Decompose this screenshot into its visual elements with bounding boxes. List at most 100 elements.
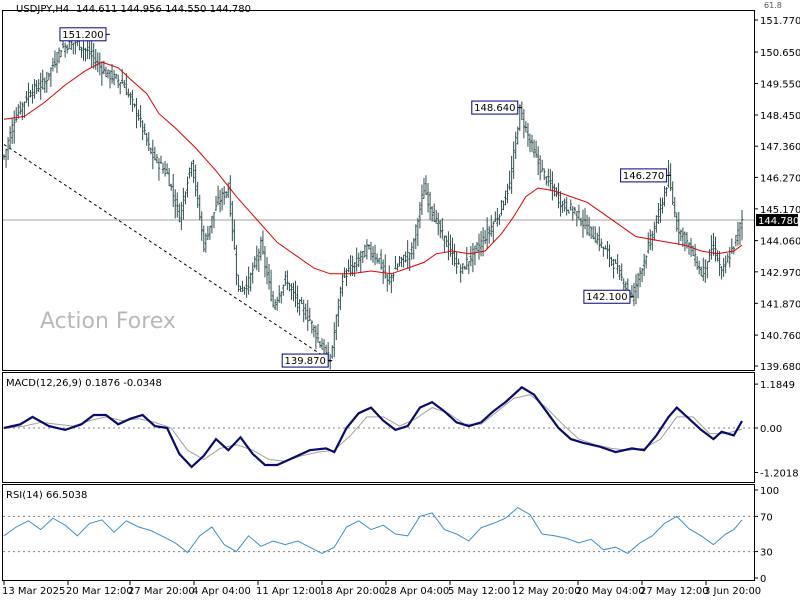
candle xyxy=(196,181,199,208)
candle xyxy=(90,41,93,68)
candle xyxy=(180,201,183,231)
candle xyxy=(583,208,587,230)
candle xyxy=(620,263,623,282)
candle xyxy=(284,270,287,286)
candle xyxy=(6,137,10,161)
candle xyxy=(659,197,662,223)
candle xyxy=(726,253,729,263)
candle xyxy=(600,238,603,249)
candle xyxy=(225,191,228,199)
rsi-layer xyxy=(3,506,754,554)
candle xyxy=(602,246,605,257)
candle xyxy=(261,230,265,255)
candle xyxy=(428,191,432,220)
candle xyxy=(536,146,540,176)
candle xyxy=(502,200,505,211)
candle xyxy=(172,173,175,208)
candle xyxy=(353,261,356,277)
candle xyxy=(681,227,685,247)
chart-title: USDJPY,H4 xyxy=(16,4,69,15)
candle xyxy=(114,73,118,80)
candle xyxy=(104,66,108,78)
candle xyxy=(716,250,719,262)
rsi-axis-label: 100 xyxy=(760,486,779,497)
candle xyxy=(308,307,312,322)
candle xyxy=(412,237,415,260)
candle xyxy=(237,274,240,292)
candle xyxy=(247,266,250,295)
candle xyxy=(638,267,642,288)
candle xyxy=(178,203,181,223)
time-axis-label: 27 Mar 20:00 xyxy=(128,586,195,597)
candle xyxy=(734,235,738,247)
candle xyxy=(212,211,216,229)
candle xyxy=(176,192,179,218)
candle xyxy=(455,251,458,274)
candle xyxy=(82,41,85,61)
candle xyxy=(610,256,613,267)
candle xyxy=(108,70,112,89)
candle xyxy=(563,198,566,212)
candle xyxy=(337,298,340,327)
price-annotation: 148.640 xyxy=(471,100,522,115)
current-price-label: 144.780 xyxy=(758,216,799,227)
candle xyxy=(35,80,38,95)
candle xyxy=(129,92,132,106)
candle xyxy=(426,183,430,213)
candle xyxy=(653,221,656,241)
candle xyxy=(333,322,336,358)
candle xyxy=(27,82,30,107)
candle xyxy=(655,215,658,233)
rsi-title: RSI(14) 66.5038 xyxy=(6,490,87,501)
candle xyxy=(424,175,428,196)
candle xyxy=(188,167,191,179)
candle xyxy=(545,176,548,186)
time-axis-label: 5 May 12:00 xyxy=(448,586,510,597)
price-axis-label: 147.360 xyxy=(760,142,800,153)
candle xyxy=(465,247,468,270)
candle xyxy=(575,210,579,227)
candle xyxy=(644,255,648,269)
candle xyxy=(361,250,365,264)
candle xyxy=(86,38,89,59)
candle xyxy=(632,282,636,307)
candle xyxy=(441,218,444,240)
candle xyxy=(269,269,273,302)
candle xyxy=(675,212,678,232)
candle xyxy=(282,284,285,296)
candle xyxy=(316,323,320,343)
candle xyxy=(314,325,318,350)
candle xyxy=(718,251,721,276)
candle xyxy=(239,285,242,292)
candle xyxy=(304,303,307,320)
price-axis-label: 140.760 xyxy=(760,331,800,342)
candle xyxy=(347,259,350,273)
price-pane-frame xyxy=(2,10,755,371)
candle xyxy=(163,161,167,177)
candle xyxy=(23,101,26,119)
price-annotation: 142.100 xyxy=(583,289,634,304)
candle xyxy=(642,253,646,276)
candle xyxy=(434,209,438,224)
candle xyxy=(547,168,550,187)
candle xyxy=(498,214,501,225)
candle xyxy=(161,162,165,174)
watermark: Action Forex xyxy=(40,309,176,334)
candle xyxy=(422,177,426,199)
candle xyxy=(551,171,554,201)
candle xyxy=(192,159,195,183)
time-axis-label: 20 May 04:00 xyxy=(576,586,645,597)
candle xyxy=(345,268,348,286)
candle xyxy=(700,266,703,277)
trendline xyxy=(3,144,331,361)
candle xyxy=(459,264,462,283)
candle xyxy=(663,186,666,207)
candle xyxy=(141,120,144,141)
candle xyxy=(15,107,18,123)
candle xyxy=(630,285,634,299)
candle xyxy=(483,230,487,245)
candle xyxy=(612,258,615,279)
candle xyxy=(443,235,446,252)
candle xyxy=(231,201,234,242)
